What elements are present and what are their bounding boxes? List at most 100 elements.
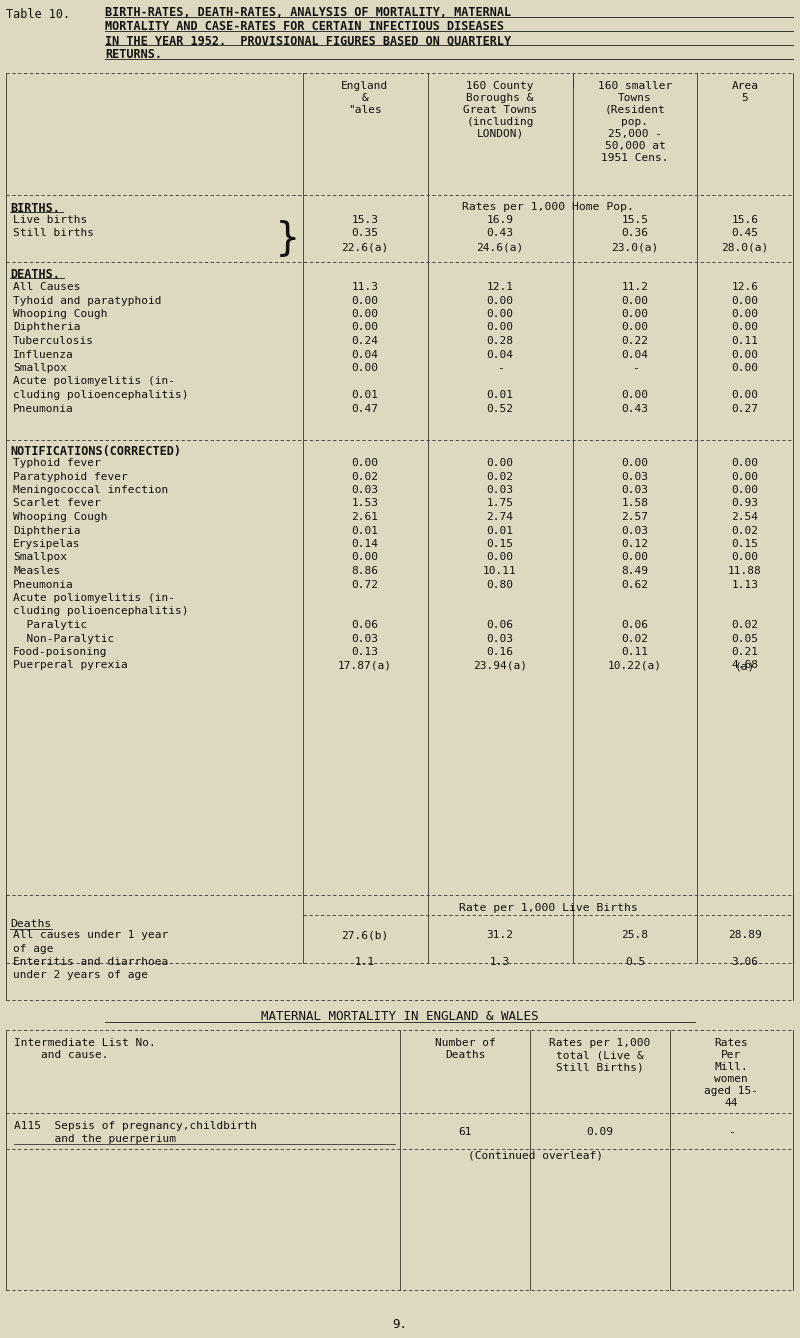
Text: 16.9: 16.9	[486, 215, 514, 225]
Text: and the puerperium: and the puerperium	[14, 1135, 176, 1144]
Text: 31.2: 31.2	[486, 930, 514, 941]
Text: All Causes: All Causes	[13, 282, 81, 292]
Text: 5: 5	[742, 94, 748, 103]
Text: 0.62: 0.62	[622, 579, 649, 590]
Text: "ales: "ales	[348, 104, 382, 115]
Text: 2.54: 2.54	[731, 512, 758, 522]
Text: and cause.: and cause.	[14, 1050, 109, 1060]
Text: 0.01: 0.01	[351, 526, 378, 535]
Text: 0.14: 0.14	[351, 539, 378, 549]
Text: 8.86: 8.86	[351, 566, 378, 575]
Text: 0.12: 0.12	[622, 539, 649, 549]
Text: Mill.: Mill.	[714, 1062, 748, 1072]
Text: 0.21: 0.21	[731, 648, 758, 657]
Text: MORTALITY AND CASE-RATES FOR CERTAIN INFECTIOUS DISEASES: MORTALITY AND CASE-RATES FOR CERTAIN INF…	[105, 20, 504, 33]
Text: 0.04: 0.04	[622, 349, 649, 360]
Text: Non-Paralytic: Non-Paralytic	[13, 633, 114, 644]
Text: Still births: Still births	[13, 229, 94, 238]
Text: Erysipelas: Erysipelas	[13, 539, 81, 549]
Text: Per: Per	[721, 1050, 741, 1060]
Text: Whooping Cough: Whooping Cough	[13, 309, 107, 318]
Text: 0.43: 0.43	[622, 404, 649, 413]
Text: 0.00: 0.00	[731, 484, 758, 495]
Text: 0.00: 0.00	[731, 309, 758, 318]
Text: 1.13: 1.13	[731, 579, 758, 590]
Text: 0.00: 0.00	[351, 322, 378, 333]
Text: 0.28: 0.28	[486, 336, 514, 347]
Text: 25,000 -: 25,000 -	[608, 128, 662, 139]
Text: 0.00: 0.00	[622, 322, 649, 333]
Text: pop.: pop.	[622, 116, 649, 127]
Text: 2.61: 2.61	[351, 512, 378, 522]
Text: 10.22(a): 10.22(a)	[608, 661, 662, 670]
Text: NOTIFICATIONS(CORRECTED): NOTIFICATIONS(CORRECTED)	[10, 446, 181, 458]
Text: 0.5: 0.5	[625, 957, 645, 967]
Text: 17.87(a): 17.87(a)	[338, 661, 392, 670]
Text: 61: 61	[458, 1127, 472, 1137]
Text: 2.74: 2.74	[486, 512, 514, 522]
Text: 0.03: 0.03	[622, 471, 649, 482]
Text: Rate per 1,000 Live Births: Rate per 1,000 Live Births	[458, 903, 638, 913]
Text: 3.06: 3.06	[731, 957, 758, 967]
Text: Deaths: Deaths	[10, 919, 51, 929]
Text: Area: Area	[731, 82, 758, 91]
Text: 11.88: 11.88	[728, 566, 762, 575]
Text: BIRTHS.: BIRTHS.	[10, 202, 60, 215]
Text: 22.6(a): 22.6(a)	[342, 242, 389, 252]
Text: 0.09: 0.09	[586, 1127, 614, 1137]
Text: 11.2: 11.2	[622, 282, 649, 292]
Text: -: -	[728, 1127, 734, 1137]
Text: MATERNAL MORTALITY IN ENGLAND & WALES: MATERNAL MORTALITY IN ENGLAND & WALES	[262, 1010, 538, 1024]
Text: Smallpox: Smallpox	[13, 553, 67, 562]
Text: 0.03: 0.03	[486, 633, 514, 644]
Text: 0.03: 0.03	[622, 526, 649, 535]
Text: cluding polioencephalitis): cluding polioencephalitis)	[13, 606, 189, 617]
Text: 23.0(a): 23.0(a)	[611, 242, 658, 252]
Text: 0.15: 0.15	[731, 539, 758, 549]
Text: 0.15: 0.15	[486, 539, 514, 549]
Text: 0.00: 0.00	[622, 389, 649, 400]
Text: 0.06: 0.06	[351, 619, 378, 630]
Text: 0.00: 0.00	[351, 363, 378, 373]
Text: Pneumonia: Pneumonia	[13, 579, 74, 590]
Text: 28.89: 28.89	[728, 930, 762, 941]
Text: 0.05: 0.05	[731, 633, 758, 644]
Text: 0.80: 0.80	[486, 579, 514, 590]
Text: 0.43: 0.43	[486, 229, 514, 238]
Text: 12.6: 12.6	[731, 282, 758, 292]
Text: 0.00: 0.00	[731, 296, 758, 305]
Text: (a): (a)	[735, 661, 755, 672]
Text: 0.45: 0.45	[731, 229, 758, 238]
Text: 0.03: 0.03	[486, 484, 514, 495]
Text: Acute poliomyelitis (in-: Acute poliomyelitis (in-	[13, 593, 175, 603]
Text: 0.00: 0.00	[731, 389, 758, 400]
Text: 1.1: 1.1	[355, 957, 375, 967]
Text: BIRTH-RATES, DEATH-RATES, ANALYSIS OF MORTALITY, MATERNAL: BIRTH-RATES, DEATH-RATES, ANALYSIS OF MO…	[105, 5, 511, 19]
Text: 0.00: 0.00	[731, 363, 758, 373]
Text: 0.00: 0.00	[486, 322, 514, 333]
Text: 0.03: 0.03	[351, 633, 378, 644]
Text: }: }	[276, 219, 299, 257]
Text: Paratyphoid fever: Paratyphoid fever	[13, 471, 128, 482]
Text: 0.93: 0.93	[731, 499, 758, 508]
Text: 4.68: 4.68	[731, 661, 758, 670]
Text: 0.00: 0.00	[731, 471, 758, 482]
Text: 0.35: 0.35	[351, 229, 378, 238]
Text: 0.01: 0.01	[351, 389, 378, 400]
Text: Pneumonia: Pneumonia	[13, 404, 74, 413]
Text: Still Births): Still Births)	[556, 1062, 644, 1072]
Text: 12.1: 12.1	[486, 282, 514, 292]
Text: 0.00: 0.00	[622, 309, 649, 318]
Text: 0.02: 0.02	[622, 633, 649, 644]
Text: total (Live &: total (Live &	[556, 1050, 644, 1060]
Text: of age: of age	[13, 943, 54, 954]
Text: Live births: Live births	[13, 215, 87, 225]
Text: Enteritis and diarrhoea: Enteritis and diarrhoea	[13, 957, 168, 967]
Text: 0.11: 0.11	[622, 648, 649, 657]
Text: 24.6(a): 24.6(a)	[476, 242, 524, 252]
Text: Food-poisoning: Food-poisoning	[13, 648, 107, 657]
Text: 0.00: 0.00	[486, 458, 514, 468]
Text: 0.00: 0.00	[731, 553, 758, 562]
Text: &: &	[362, 94, 368, 103]
Text: 0.72: 0.72	[351, 579, 378, 590]
